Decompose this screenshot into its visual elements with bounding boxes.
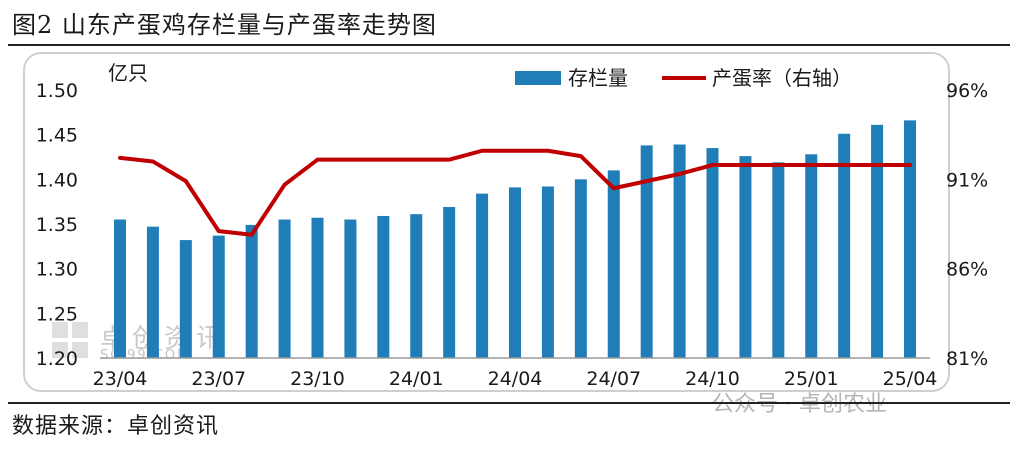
y-left-tick-label: 1.50 xyxy=(36,80,78,102)
bar-24/09 xyxy=(673,144,686,358)
point-24/05 xyxy=(546,149,550,153)
y-left-tick-label: 1.30 xyxy=(36,259,78,281)
point-24/01 xyxy=(414,158,418,162)
point-23/08 xyxy=(250,233,254,237)
y-left-tick-label: 1.20 xyxy=(36,348,78,370)
y-right-tick-label: 96% xyxy=(946,80,988,102)
point-24/12 xyxy=(776,163,780,167)
bar-23/08 xyxy=(245,224,258,358)
point-23/07 xyxy=(217,229,221,233)
bar-24/08 xyxy=(640,145,653,358)
bar-25/01 xyxy=(805,154,818,358)
bar-23/05 xyxy=(146,226,159,358)
bar-23/06 xyxy=(179,240,192,358)
y-left-tick-label: 1.35 xyxy=(36,214,78,236)
point-23/10 xyxy=(316,158,319,162)
x-tick-label: 25/04 xyxy=(883,368,938,390)
source-note: 数据来源：卓创资讯 xyxy=(12,414,220,439)
bar-24/10 xyxy=(706,148,719,358)
point-24/09 xyxy=(678,172,682,176)
x-tick-label: 24/01 xyxy=(389,368,444,390)
bar-25/02 xyxy=(838,133,851,358)
plot-frame xyxy=(23,52,950,392)
point-23/09 xyxy=(283,183,287,187)
x-tick-label: 24/10 xyxy=(685,368,740,390)
x-tick-label: 25/01 xyxy=(784,368,839,390)
legend-label-line: 产蛋率（右轴） xyxy=(712,66,852,90)
point-23/04 xyxy=(118,156,122,160)
bar-24/05 xyxy=(541,186,554,358)
point-24/06 xyxy=(579,154,583,158)
point-23/11 xyxy=(348,158,352,162)
bar-24/06 xyxy=(574,179,587,358)
point-25/04 xyxy=(908,163,912,167)
bar-23/04 xyxy=(114,219,126,358)
x-tick-label: 23/07 xyxy=(191,368,246,390)
x-tick-label: 24/07 xyxy=(586,368,641,390)
bar-23/12 xyxy=(377,215,390,358)
point-25/02 xyxy=(842,163,846,167)
y-left-tick-label: 1.45 xyxy=(36,125,78,147)
legend-label-bar: 存栏量 xyxy=(568,66,628,90)
bar-24/07 xyxy=(607,170,620,358)
point-24/07 xyxy=(612,186,616,190)
bar-23/09 xyxy=(278,219,291,358)
watermark-social: 公众号 · 卓创农业 xyxy=(712,392,887,417)
point-24/08 xyxy=(645,179,649,183)
point-25/01 xyxy=(809,163,813,167)
point-23/05 xyxy=(151,159,155,163)
bar-25/03 xyxy=(871,124,884,358)
title-rule xyxy=(8,44,1010,46)
x-tick-label: 23/04 xyxy=(93,368,148,390)
bar-23/07 xyxy=(212,235,225,358)
bar-24/02 xyxy=(443,207,456,358)
point-24/03 xyxy=(480,149,484,153)
chart: 1.20 1.25 1.30 1.35 1.40 1.45 1.50 亿只 81% 86% 91% 9… xyxy=(36,61,989,390)
y-left-tick-label: 1.40 xyxy=(36,169,78,191)
bar-24/04 xyxy=(509,187,521,358)
x-tick-label: 24/04 xyxy=(488,368,543,390)
y-right-tick-label: 86% xyxy=(946,259,988,281)
bar-23/11 xyxy=(344,219,357,358)
bar-24/12 xyxy=(772,162,785,358)
y-right-tick-label: 81% xyxy=(946,348,988,370)
y-right-tick-label: 91% xyxy=(946,169,988,191)
point-24/04 xyxy=(513,149,517,153)
y-left-unit-label: 亿只 xyxy=(108,61,148,85)
bar-24/03 xyxy=(476,193,489,358)
point-25/03 xyxy=(875,163,879,167)
point-23/06 xyxy=(184,179,188,183)
point-24/02 xyxy=(447,158,451,162)
bar-24/11 xyxy=(739,156,752,358)
point-24/10 xyxy=(711,163,714,167)
x-tick-label: 23/10 xyxy=(290,368,345,390)
point-24/11 xyxy=(743,163,747,167)
source-rule xyxy=(8,402,1010,404)
watermark-logo-icon xyxy=(52,322,94,360)
legend-swatch-bar xyxy=(515,71,561,85)
bar-25/04 xyxy=(904,120,916,358)
y-left-tick-label: 1.25 xyxy=(36,303,78,325)
bar-24/01 xyxy=(410,214,423,358)
chart-title: 图2 山东产蛋鸡存栏量与产蛋率走势图 xyxy=(12,11,437,39)
bar-23/10 xyxy=(311,217,324,358)
point-23/12 xyxy=(381,158,385,162)
